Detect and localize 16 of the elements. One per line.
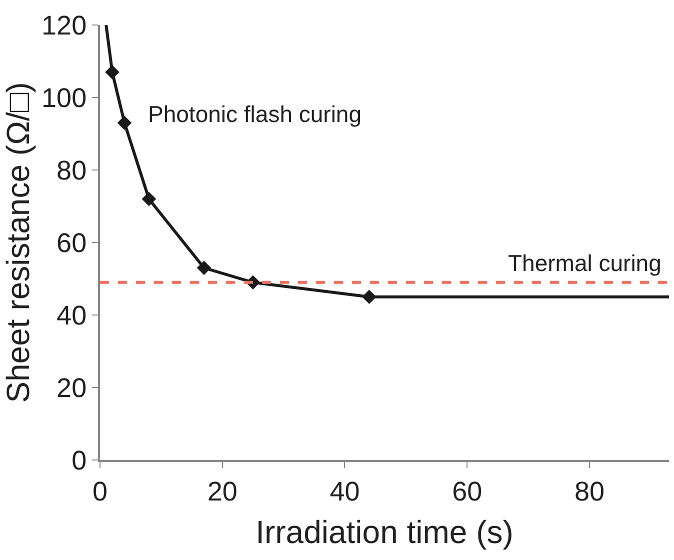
ref-line-label: Thermal curing bbox=[508, 250, 662, 276]
y-tick-label: 0 bbox=[72, 445, 87, 476]
y-tick-label: 80 bbox=[56, 155, 87, 186]
y-tick-label: 100 bbox=[42, 82, 87, 113]
y-tick-label: 40 bbox=[56, 300, 87, 330]
x-tick-label: 40 bbox=[330, 476, 360, 506]
y-axis-title: Sheet resistance (Ω/□) bbox=[0, 82, 36, 403]
x-tick-label: 20 bbox=[207, 476, 238, 506]
x-axis-title: Irradiation time (s) bbox=[256, 514, 514, 550]
x-tick-label: 80 bbox=[574, 476, 604, 506]
y-tick-label: 120 bbox=[42, 10, 87, 40]
x-tick-label: 60 bbox=[452, 476, 482, 506]
y-tick-label: 60 bbox=[56, 228, 87, 258]
y-tick-label: 20 bbox=[56, 372, 87, 403]
annotation: Photonic flash curing bbox=[148, 101, 362, 127]
x-tick-label: 0 bbox=[92, 476, 108, 506]
